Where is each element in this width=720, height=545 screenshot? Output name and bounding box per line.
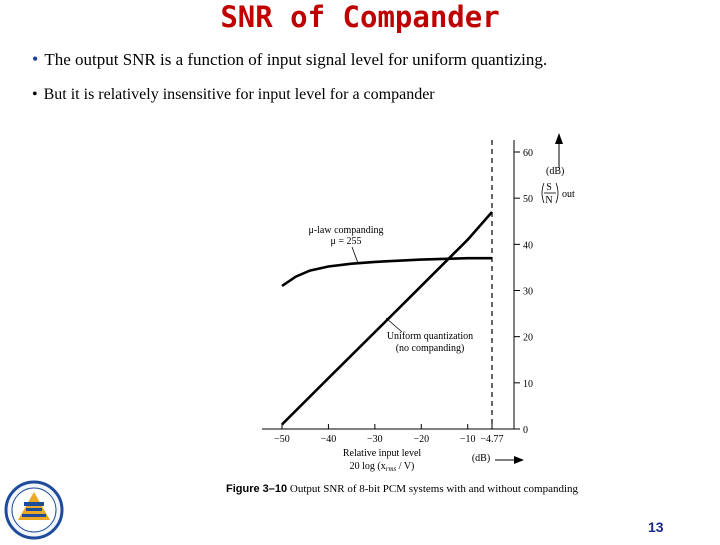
x-tick-label: −20 <box>413 434 429 445</box>
x-axis-unit-label: (dB) <box>472 453 490 464</box>
y-axis-fraction-subscript: out <box>562 189 575 200</box>
y-tick-label: 30 <box>523 287 533 298</box>
bullet-1-text: The output SNR is a function of input si… <box>44 50 548 69</box>
y-tick-label: 60 <box>523 148 533 159</box>
x-tick-label: −10 <box>460 434 476 445</box>
x-tick-label: −40 <box>321 434 337 445</box>
slide-title: SNR of Compander <box>220 0 500 34</box>
y-axis-fraction-numerator: S <box>546 182 552 193</box>
y-axis-unit-label: (dB) <box>546 166 564 177</box>
university-logo <box>2 480 66 545</box>
x-axis-label-formula: 20 log (xrms / V) <box>350 461 415 473</box>
y-tick-label: 40 <box>523 240 533 251</box>
bullet-dot-icon: • <box>32 49 39 69</box>
bullet-2-text: But it is relatively insensitive for inp… <box>43 86 435 103</box>
y-tick-label: 50 <box>523 194 533 205</box>
series-label-mu-law: μ-law companding <box>308 225 383 236</box>
series-label-uniform-sub: (no companding) <box>396 343 465 354</box>
series-label-leader-mu <box>351 246 359 264</box>
series-label-leader-uniform <box>385 317 403 333</box>
bullet-dot-icon: • <box>32 86 38 103</box>
series-line-uniform-quantization <box>281 211 493 426</box>
series-line-mu-law-companding <box>281 256 492 287</box>
series-label-mu-value: μ = 255 <box>330 236 361 247</box>
figure-caption: Figure 3–10 Output SNR of 8-bit PCM syst… <box>226 483 579 495</box>
y-tick-label: 0 <box>523 425 528 436</box>
series-label-uniform: Uniform quantization <box>387 331 473 342</box>
x-tick-label: −4.77 <box>480 434 503 445</box>
page-number: 13 <box>648 519 664 535</box>
y-axis-arrow-icon <box>555 133 563 144</box>
x-axis-arrow-icon <box>514 456 524 464</box>
y-axis-fraction-denominator: N <box>545 195 552 206</box>
y-tick-label: 20 <box>523 333 533 344</box>
y-axis-paren-right <box>555 182 559 204</box>
x-axis-label: Relative input level <box>343 448 422 459</box>
x-tick-label: −50 <box>274 434 290 445</box>
y-tick-label: 10 <box>523 379 533 390</box>
bullet-2: • But it is relatively insensitive for in… <box>32 86 435 104</box>
x-tick-label: −30 <box>367 434 383 445</box>
y-axis-paren-left <box>541 182 545 204</box>
bullet-1: • The output SNR is a function of input s… <box>32 49 547 70</box>
